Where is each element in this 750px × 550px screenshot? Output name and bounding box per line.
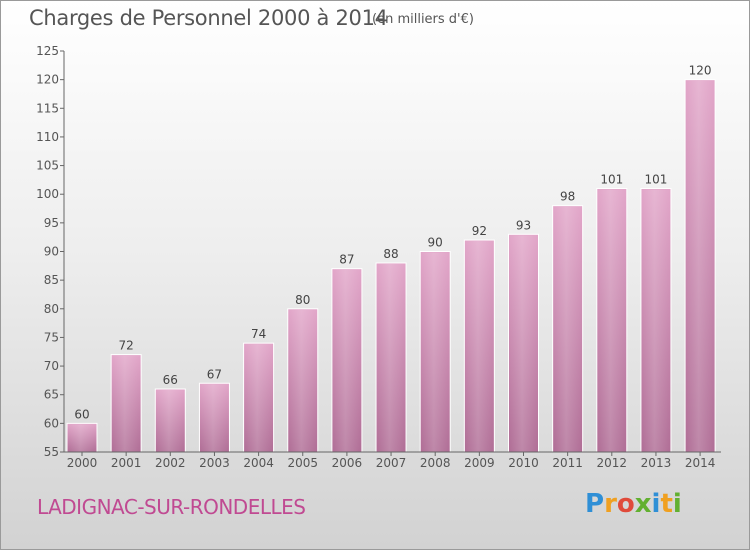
y-axis: 55 60 65 70 75 80 85 90 95 100 105 110 115 120 125 (36, 44, 65, 459)
logo-letter: o (616, 489, 635, 519)
y-tick-label: 55 (44, 445, 59, 459)
y-tick-label: 125 (36, 44, 59, 58)
x-axis: 2000 2001 2002 2003 2004 2005 2006 2007 2008 2009… (64, 451, 721, 470)
x-tick-label: 2010 (508, 456, 539, 470)
x-tick-label: 2007 (376, 456, 407, 470)
data-label: 67 (207, 367, 222, 381)
x-tick-label: 2002 (155, 456, 186, 470)
x-tick-label: 2013 (641, 456, 672, 470)
bar-highlight (332, 269, 361, 452)
data-label: 72 (119, 339, 134, 353)
y-tick-label: 105 (36, 159, 59, 173)
proxiti-logo: Proxiti (585, 489, 682, 519)
logo-letter: P (585, 489, 605, 519)
y-tick-label: 110 (36, 130, 59, 144)
data-label: 87 (339, 253, 354, 267)
chart-title: Charges de Personnel 2000 à 2014 (29, 6, 388, 30)
data-label: 120 (689, 64, 712, 78)
logo-letter: x (634, 489, 652, 519)
logo-letter: r (604, 489, 617, 519)
logo-letter: i (651, 489, 661, 519)
x-tick-label: 2003 (199, 456, 230, 470)
y-tick-label: 60 (44, 416, 59, 430)
x-tick-label: 2005 (287, 456, 318, 470)
y-tick-label: 75 (44, 330, 59, 344)
data-label: 74 (251, 327, 266, 341)
y-tick-label: 90 (44, 245, 59, 259)
x-tick-label: 2001 (111, 456, 142, 470)
x-tick-label: 2004 (243, 456, 274, 470)
chart-subtitle: (en milliers d'€) (372, 12, 474, 27)
bar-highlight (244, 344, 273, 452)
bar-highlight (68, 424, 96, 452)
x-tick-label: 2009 (464, 456, 495, 470)
data-label: 80 (295, 293, 310, 307)
data-label: 88 (383, 247, 398, 261)
logo-letter: t (660, 489, 673, 519)
bar-highlight (288, 309, 317, 452)
x-tick-label: 2012 (597, 456, 628, 470)
data-label: 60 (74, 407, 89, 421)
bar-highlight (112, 355, 141, 452)
data-label: 101 (600, 172, 623, 186)
data-label: 93 (516, 218, 531, 232)
y-tick-label: 85 (44, 273, 59, 287)
y-tick-label: 65 (44, 388, 59, 402)
bar-highlight (465, 241, 494, 452)
logo-letter: i (672, 489, 682, 519)
bar-highlight (641, 189, 670, 452)
y-tick-label: 115 (36, 101, 59, 115)
x-tick-label: 2006 (332, 456, 363, 470)
bars: 60 72 66 67 74 80 87 88 90 92 93 98 101 101 120 (66, 64, 716, 453)
data-label: 90 (428, 236, 443, 250)
data-label: 101 (644, 172, 667, 186)
bar-highlight (553, 206, 582, 452)
x-tick-label: 2014 (685, 456, 716, 470)
bar-highlight (200, 384, 229, 452)
bar-highlight (597, 189, 626, 452)
y-tick-label: 70 (44, 359, 59, 373)
x-tick-label: 2000 (67, 456, 98, 470)
data-label: 98 (560, 190, 575, 204)
y-tick-label: 80 (44, 302, 59, 316)
bar-highlight (686, 80, 715, 453)
bar-highlight (377, 263, 406, 452)
data-label: 66 (163, 373, 178, 387)
x-tick-label: 2008 (420, 456, 451, 470)
y-tick-label: 100 (36, 187, 59, 201)
y-tick-label: 95 (44, 216, 59, 230)
y-tick-label: 120 (36, 73, 59, 87)
x-tick-label: 2011 (552, 456, 583, 470)
bar-highlight (509, 235, 538, 452)
commune-name: LADIGNAC-SUR-RONDELLES (37, 495, 306, 519)
bar-highlight (156, 389, 185, 452)
data-label: 92 (472, 224, 487, 238)
bar-highlight (421, 252, 450, 452)
